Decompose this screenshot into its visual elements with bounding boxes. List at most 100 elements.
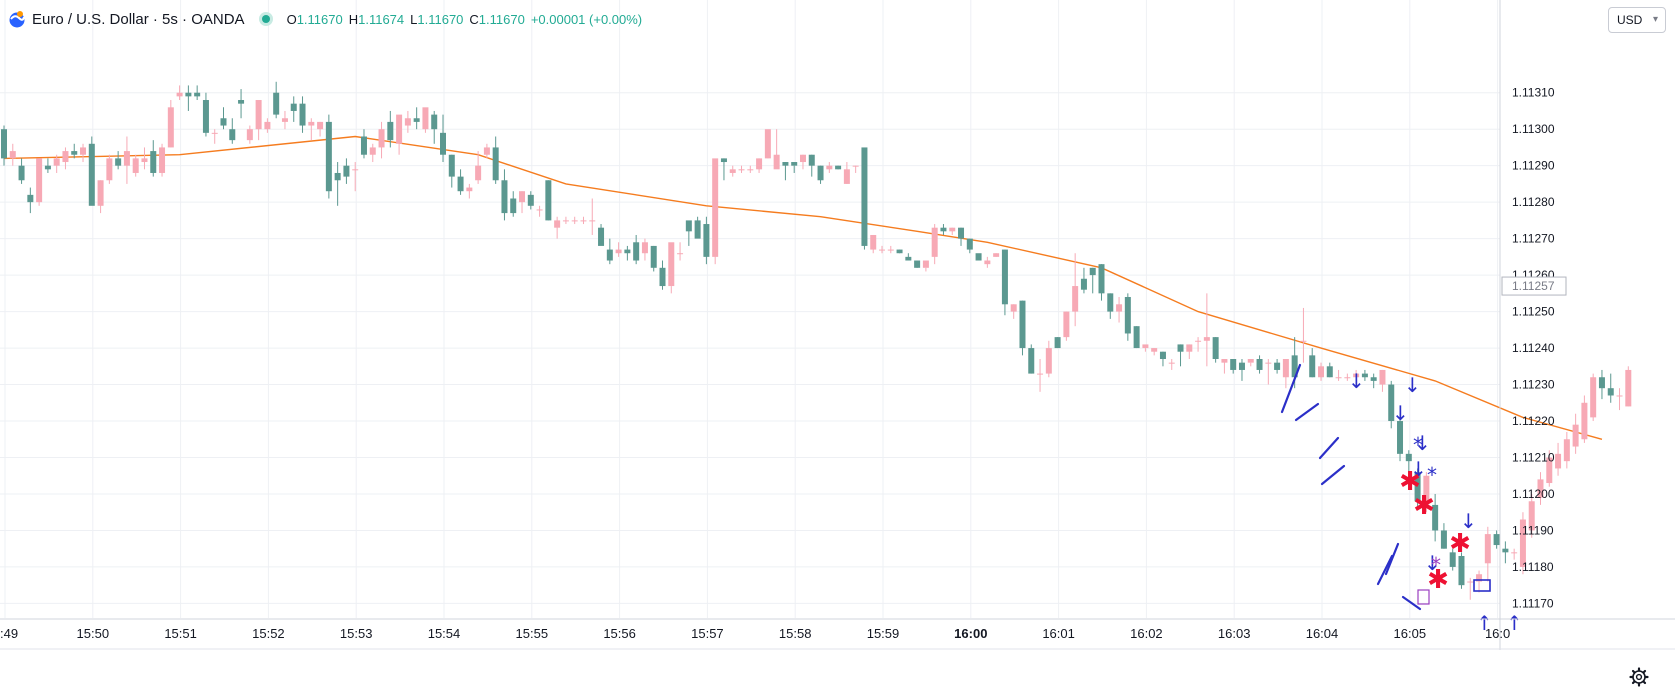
candle-body (1546, 457, 1553, 484)
annotation-line (1320, 464, 1346, 486)
candle-body (1221, 359, 1228, 363)
x-tick-label: 15:54 (428, 626, 461, 641)
candle-body (255, 100, 262, 130)
candle-body (123, 151, 130, 166)
y-tick-label: 1.11180 (1512, 560, 1554, 574)
candle-body (1423, 475, 1430, 502)
candle-body (1072, 286, 1079, 312)
current-price-box (1501, 276, 1567, 296)
annotation-asterisk: * (1413, 433, 1423, 457)
candle-body (1607, 388, 1614, 396)
y-tick-label: 1.11210 (1512, 450, 1555, 464)
annotation-arrow: ↓ (1424, 551, 1441, 575)
candle-body (1256, 359, 1263, 370)
candle-body (519, 191, 526, 203)
annotation-arrow: ↑ (1476, 611, 1493, 635)
candle-body (1300, 340, 1307, 342)
annotation-asterisk: * (1431, 553, 1441, 577)
candle-body (1528, 501, 1535, 531)
candle-body (132, 158, 139, 173)
y-tick-label: 1.11170 (1512, 596, 1554, 610)
candle-body (273, 92, 280, 115)
candle-body (466, 187, 473, 192)
candle-body (202, 100, 209, 133)
y-tick-label: 1.11280 (1512, 195, 1555, 209)
annotation-line (1376, 554, 1394, 586)
candle-body (720, 158, 727, 163)
candle-body (1625, 369, 1632, 407)
candle-body (1370, 377, 1377, 381)
candle-body (598, 227, 605, 246)
annotation-line (1318, 436, 1340, 460)
candle-body (589, 220, 596, 222)
candle-body (299, 103, 306, 126)
x-tick-label: 15:57 (691, 626, 724, 641)
candle-body (931, 227, 938, 257)
candle-body (1, 129, 7, 159)
candle-body (940, 227, 947, 232)
candles-layer (1, 81, 1632, 600)
candle-body (1142, 344, 1149, 349)
moving-average-line (3, 135, 1603, 440)
candle-body (290, 103, 297, 111)
candle-body (1080, 278, 1087, 290)
candle-body (580, 220, 587, 222)
candle-body (1212, 337, 1219, 360)
candle-body (1309, 355, 1316, 378)
candle-body (62, 151, 69, 163)
candle-body (975, 253, 982, 261)
annotation-asterisk: * (1427, 463, 1437, 487)
candle-body (571, 220, 578, 222)
drawing-annotations: ↓ ↓↓↓↓↓↓↑ ↑✱✱✱✱*** (1280, 363, 1523, 635)
candle-body (1028, 348, 1035, 374)
candle-body (1379, 369, 1386, 385)
x-tick-label: 15:53 (340, 626, 373, 641)
x-tick-label: 15:55 (516, 626, 549, 641)
candle-body (659, 267, 666, 287)
annotation-box (1417, 589, 1430, 605)
candle-body (615, 249, 622, 254)
candle-body (562, 220, 569, 222)
x-tick-label: 16:04 (1306, 626, 1339, 641)
currency-selector-button[interactable]: USD ▾ (1608, 7, 1666, 33)
candle-body (1344, 377, 1351, 379)
candle-body (501, 180, 508, 214)
candle-body (1168, 362, 1175, 364)
candle-body (799, 154, 806, 163)
candle-body (1353, 373, 1360, 378)
candle-body (1432, 504, 1439, 531)
candle-body (378, 129, 385, 148)
y-tick-label: 1.11300 (1512, 122, 1555, 136)
candle-body (167, 107, 174, 148)
candle-body (791, 162, 798, 166)
candle-body (1563, 439, 1570, 462)
market-status-icon[interactable] (258, 12, 273, 26)
candle-body (817, 165, 824, 181)
candle-body (141, 158, 148, 163)
candle-body (782, 162, 789, 166)
candle-body (457, 176, 464, 192)
candle-body (1151, 348, 1158, 352)
candle-body (492, 147, 499, 181)
candle-body (475, 165, 482, 181)
candle-body (1440, 530, 1447, 549)
annotation-arrow: ↑ (1506, 611, 1523, 635)
annotation-star: ✱ (1399, 467, 1421, 497)
annotation-line (1294, 402, 1320, 422)
y-tick-label: 1.11240 (1512, 341, 1555, 355)
candle-body (44, 165, 51, 170)
y-tick-label: 1.11200 (1512, 487, 1555, 501)
candle-body (729, 169, 736, 173)
candle-body (554, 220, 561, 228)
x-tick-label: 16:00 (954, 626, 987, 641)
price-change: +0.00001 (+0.00%) (530, 11, 643, 27)
x-tick-label: :49 (0, 626, 18, 641)
gear-icon[interactable] (1628, 666, 1650, 688)
candle-body (1493, 534, 1500, 546)
symbol-title[interactable]: Euro / U.S. Dollar · 5s · OANDA (32, 10, 245, 28)
candle-body (1037, 373, 1044, 375)
candle-body (958, 227, 965, 239)
candle-body (852, 165, 859, 167)
